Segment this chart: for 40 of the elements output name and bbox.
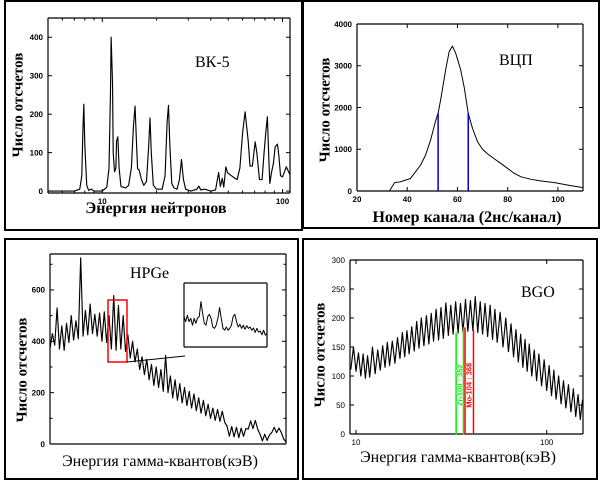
y-tick-label: 400 <box>30 33 44 42</box>
y-tick-label: 100 <box>30 148 44 158</box>
y-tick-label: 1000 <box>334 145 353 154</box>
y-tick-label: 0 <box>40 440 46 449</box>
x-tick-label: 40 <box>402 194 412 204</box>
text: BGO <box>521 284 555 301</box>
y-tick-label: 300 <box>332 256 346 265</box>
text: HPGe <box>130 265 170 282</box>
y-tick-label: 50 <box>336 400 346 410</box>
x-tick-label: 60 <box>452 194 462 204</box>
y-axis-title: Число отсчетов <box>10 52 26 158</box>
x-tick-label: 20 <box>352 194 362 204</box>
y-tick-label: 250 <box>332 284 346 294</box>
y-tick-label: 300 <box>30 71 44 80</box>
x-tick-label: 10 <box>98 196 108 206</box>
x-tick-label: 100 <box>276 196 290 206</box>
text: ВЦП <box>499 52 534 69</box>
y-axis-title: Число отсчетов <box>14 318 30 422</box>
y-tick-label: 150 <box>332 342 346 352</box>
y-tick-label: 600 <box>32 286 46 295</box>
y-axis-title: Число отсчетов <box>317 58 334 162</box>
y-tick-label: 100 <box>332 372 346 381</box>
y-tick-label: 2000 <box>334 103 353 112</box>
x-axis-title: Энергия гамма-квантов(кэВ) <box>62 453 258 470</box>
y-tick-label: 0 <box>348 186 353 196</box>
x-tick-label: 10 <box>352 438 362 447</box>
y-tick-label: 200 <box>332 314 346 323</box>
x-tick-label: 100 <box>551 194 566 204</box>
y-tick-label: 0 <box>38 186 44 196</box>
x-axis-title: Номер канала (2нс/канал) <box>372 209 562 226</box>
y-axis-title: Число отсчетов <box>312 302 328 408</box>
y-tick-label: 3000 <box>334 62 353 71</box>
y-tick-label: 0 <box>340 430 346 439</box>
y-tick-label: 4000 <box>334 20 353 29</box>
y-tick-label: 400 <box>32 337 46 346</box>
y-tick-label: 200 <box>32 388 46 398</box>
y-tick-label: 200 <box>30 110 44 119</box>
text: ВК-5 <box>195 54 230 71</box>
x-axis-title: Энергия гамма-квантов(кэВ) <box>360 449 556 466</box>
x-tick-label: 80 <box>503 194 513 204</box>
